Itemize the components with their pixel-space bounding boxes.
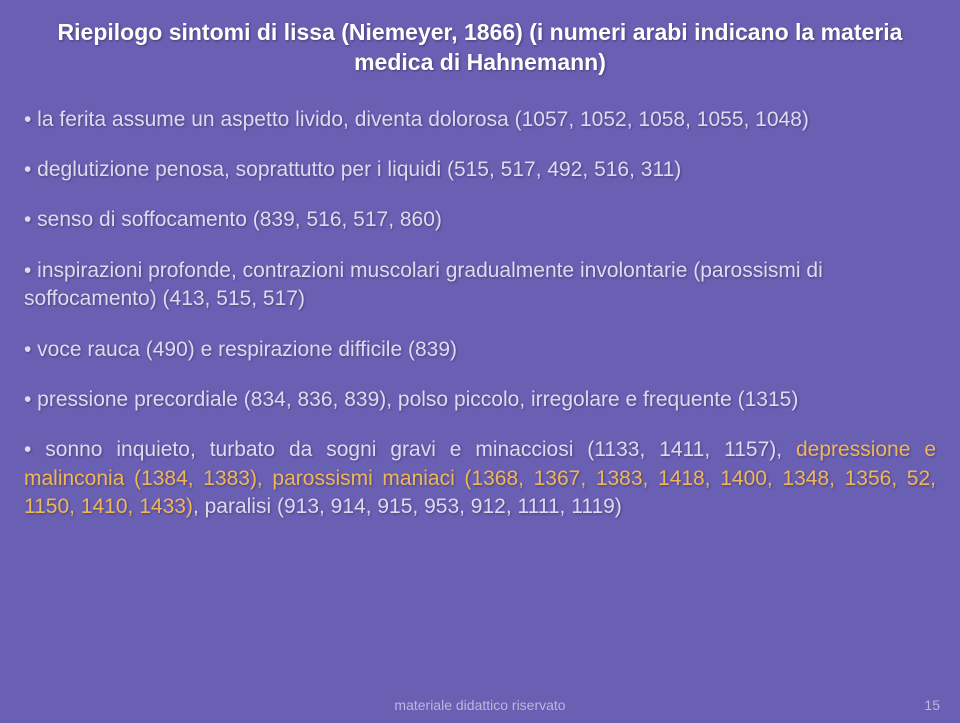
bullet-item: • sonno inquieto, turbato da sogni gravi… (24, 436, 936, 521)
page-number: 15 (924, 697, 940, 713)
bullet-item: • voce rauca (490) e respirazione diffic… (24, 336, 936, 364)
bullet-item: • senso di soffocamento (839, 516, 517, … (24, 206, 936, 234)
slide-title: Riepilogo sintomi di lissa (Niemeyer, 18… (24, 18, 936, 78)
bullet-text: • sonno inquieto, turbato da sogni gravi… (24, 438, 796, 461)
title-line-2: medica di Hahnemann) (354, 49, 606, 75)
bullet-item: • pressione precordiale (834, 836, 839),… (24, 386, 936, 414)
bullet-text: , paralisi (913, 914, 915, 953, 912, 111… (193, 495, 622, 518)
slide-content: • la ferita assume un aspetto livido, di… (24, 106, 936, 521)
title-line-1: Riepilogo sintomi di lissa (Niemeyer, 18… (58, 19, 903, 45)
bullet-item: • deglutizione penosa, soprattutto per i… (24, 156, 936, 184)
bullet-item: • inspirazioni profonde, contrazioni mus… (24, 257, 936, 314)
footer-text: materiale didattico riservato (0, 697, 960, 713)
bullet-item: • la ferita assume un aspetto livido, di… (24, 106, 936, 134)
